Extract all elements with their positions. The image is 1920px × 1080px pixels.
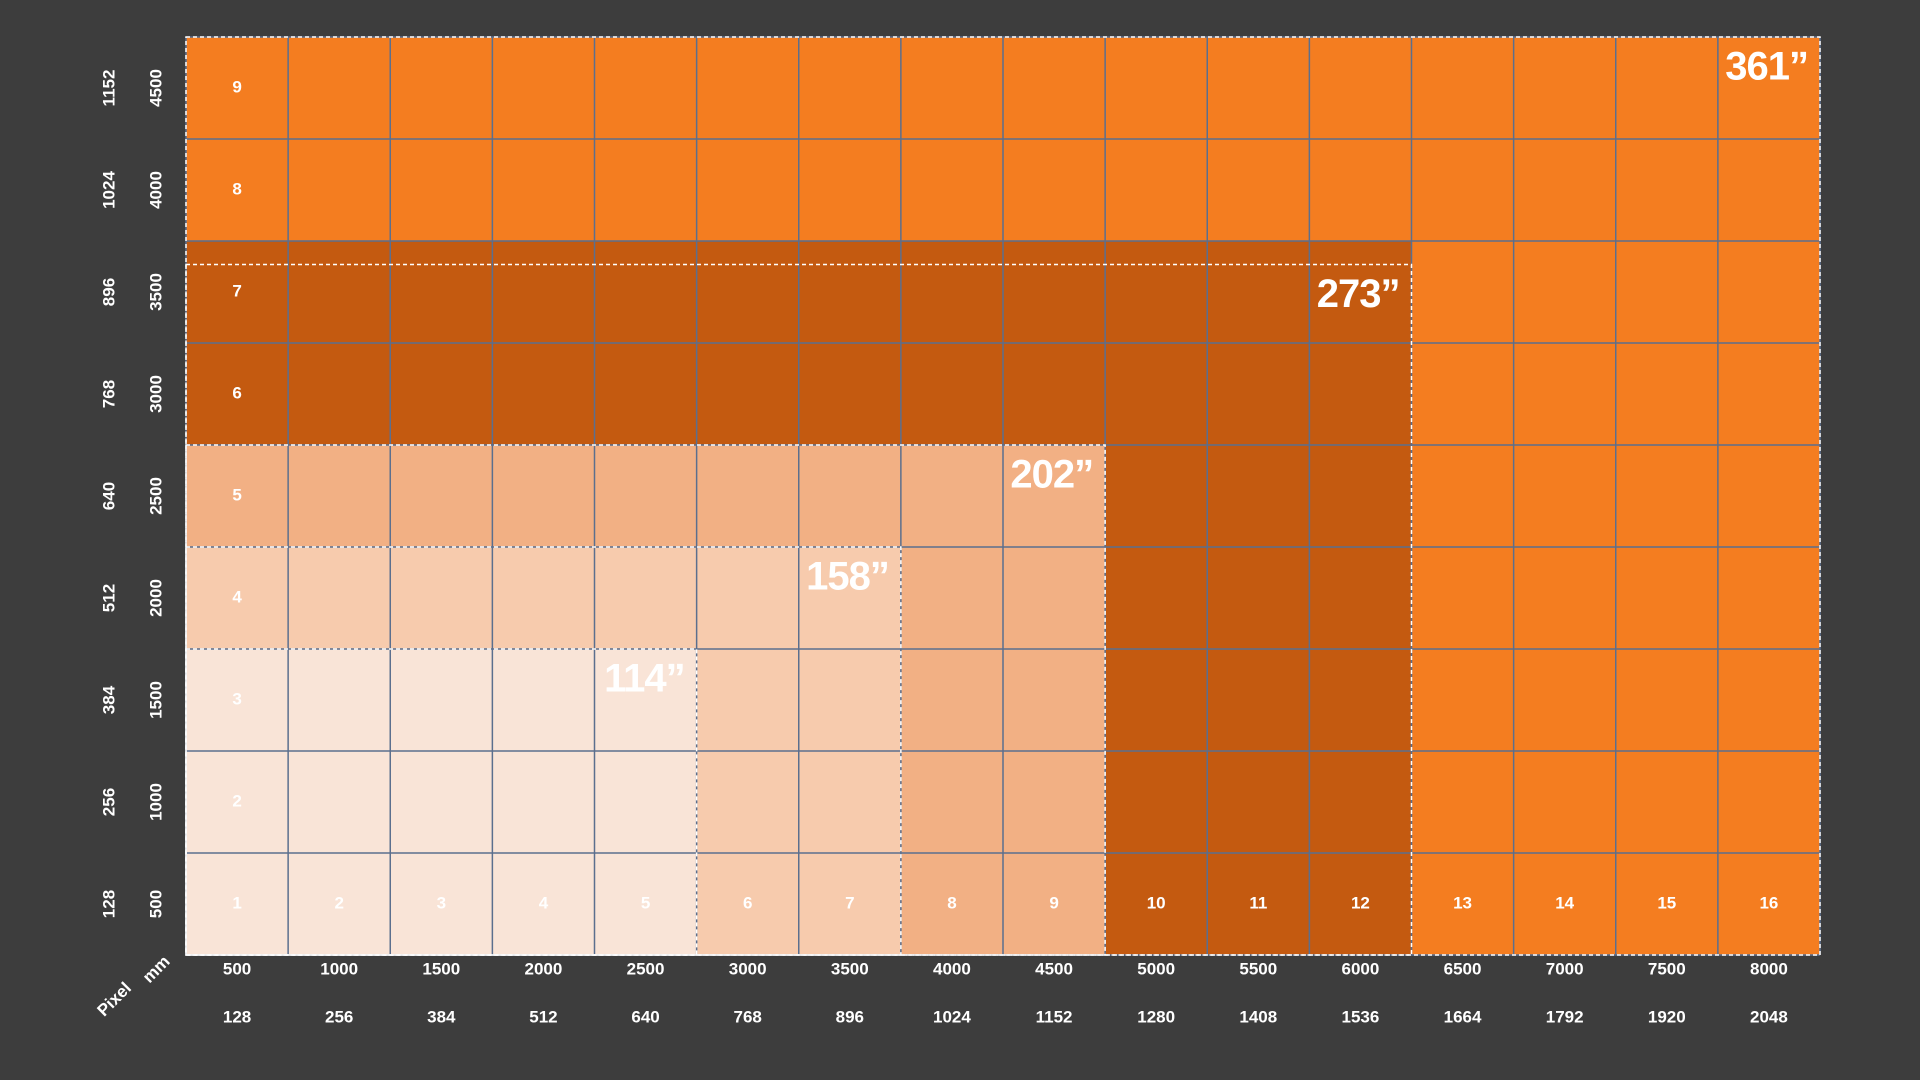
row-pixel: 256: [99, 788, 118, 816]
column-pixel: 1408: [1239, 1007, 1277, 1026]
column-number: 6: [743, 893, 752, 912]
column-mm: 8000: [1750, 959, 1788, 978]
column-pixel: 384: [427, 1007, 456, 1026]
row-mm: 3000: [146, 375, 165, 413]
row-number: 8: [232, 179, 241, 198]
column-pixel: 512: [529, 1007, 557, 1026]
region-border: [185, 36, 1821, 956]
row-pixel: 512: [99, 584, 118, 612]
column-pixel: 1536: [1342, 1007, 1380, 1026]
column-pixel: 1024: [933, 1007, 971, 1026]
column-pixel: 128: [223, 1007, 251, 1026]
column-pixel: 1280: [1137, 1007, 1175, 1026]
column-mm: 4000: [933, 959, 971, 978]
column-mm: 5000: [1137, 959, 1175, 978]
row-number: 7: [232, 281, 241, 300]
column-number: 11: [1249, 893, 1267, 912]
row-pixel: 1152: [99, 70, 118, 107]
column-mm: 6500: [1444, 959, 1482, 978]
column-mm: 3000: [729, 959, 767, 978]
column-pixel: 1152: [1036, 1007, 1073, 1026]
row-number: 3: [232, 689, 241, 708]
size-label: 202”: [1010, 453, 1093, 497]
column-number: 16: [1759, 893, 1778, 912]
row-number: 5: [232, 485, 241, 504]
column-mm: 7500: [1648, 959, 1686, 978]
column-number: 13: [1453, 893, 1472, 912]
row-mm: 3500: [146, 273, 165, 311]
row-number: 6: [232, 383, 241, 402]
size-label: 158”: [806, 555, 889, 599]
column-mm: 6000: [1342, 959, 1380, 978]
column-number: 7: [845, 893, 854, 912]
row-number: 4: [232, 587, 242, 606]
column-mm: 3500: [831, 959, 869, 978]
column-mm: 4500: [1035, 959, 1073, 978]
row-mm: 1500: [146, 681, 165, 719]
row-mm: 4000: [146, 171, 165, 209]
row-mm: 500: [146, 890, 165, 918]
column-number: 5: [641, 893, 650, 912]
row-mm: 4500: [146, 69, 165, 107]
column-mm: 1000: [320, 959, 358, 978]
row-pixel: 1024: [99, 171, 118, 209]
column-mm: 1500: [422, 959, 460, 978]
column-number: 15: [1657, 893, 1676, 912]
column-mm: 7000: [1546, 959, 1584, 978]
column-pixel: 1920: [1648, 1007, 1686, 1026]
row-mm: 2500: [146, 477, 165, 515]
row-mm: 2000: [146, 579, 165, 617]
region-fill: [186, 649, 697, 955]
row-pixel: 896: [99, 278, 118, 306]
row-pixel: 384: [99, 685, 118, 714]
column-number: 1: [232, 893, 241, 912]
column-number: 9: [1049, 893, 1058, 912]
column-mm: 2500: [627, 959, 665, 978]
column-pixel: 896: [836, 1007, 864, 1026]
column-mm: 5500: [1239, 959, 1277, 978]
row-pixel: 128: [99, 890, 118, 918]
size-label: 114”: [604, 657, 685, 701]
row-number: 9: [232, 77, 241, 96]
column-number: 8: [947, 893, 956, 912]
row-pixel: 640: [99, 482, 118, 510]
column-mm: 500: [223, 959, 251, 978]
column-number: 4: [539, 893, 549, 912]
column-number: 10: [1147, 893, 1166, 912]
row-mm: 1000: [146, 783, 165, 821]
column-pixel: 256: [325, 1007, 353, 1026]
column-pixel: 2048: [1750, 1007, 1788, 1026]
size-label: 361”: [1725, 45, 1808, 89]
column-pixel: 640: [631, 1007, 659, 1026]
column-number: 12: [1351, 893, 1370, 912]
row-pixel: 768: [99, 380, 118, 408]
column-number: 2: [334, 893, 343, 912]
size-label: 273”: [1317, 272, 1400, 316]
row-number: 2: [232, 791, 241, 810]
column-pixel: 768: [734, 1007, 762, 1026]
column-pixel: 1664: [1444, 1007, 1482, 1026]
column-number: 14: [1555, 893, 1574, 912]
column-number: 3: [437, 893, 446, 912]
column-mm: 2000: [525, 959, 563, 978]
column-pixel: 1792: [1546, 1007, 1584, 1026]
